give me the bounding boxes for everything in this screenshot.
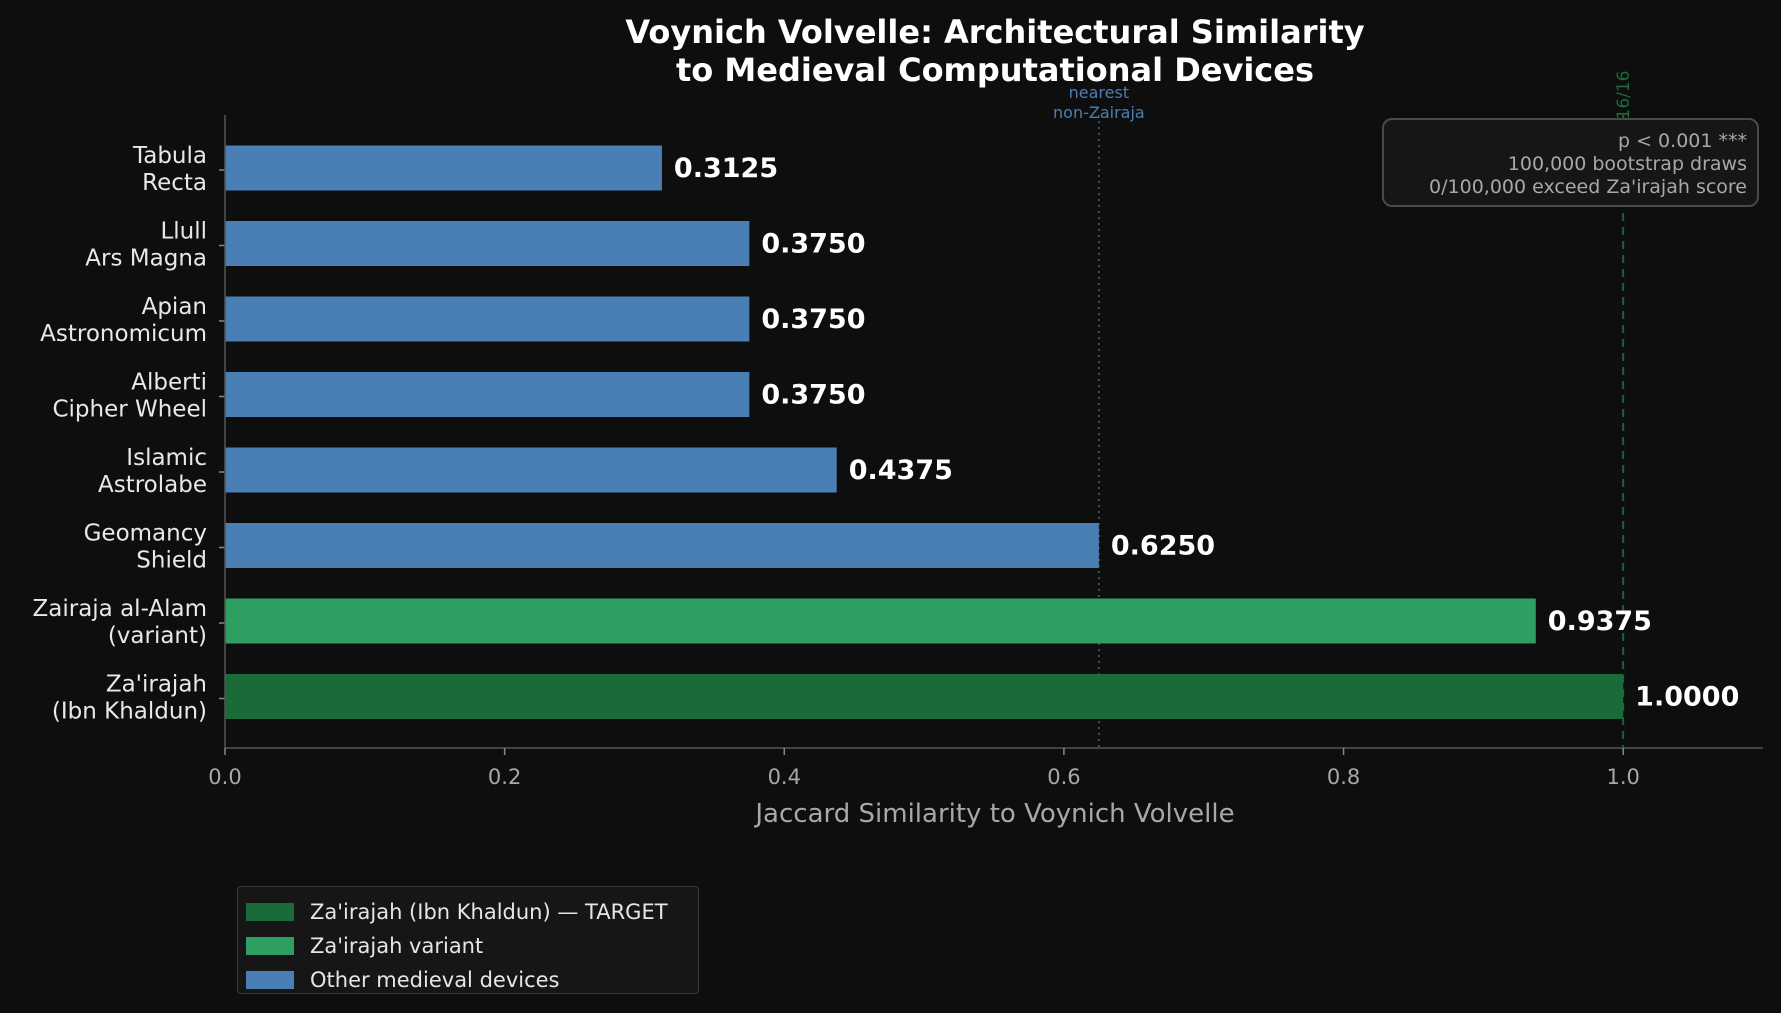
value-label-4: 0.4375 <box>849 455 953 486</box>
category-label-0: Tabula Recta <box>132 143 207 196</box>
x-tick-label-5: 1.0 <box>1606 765 1639 789</box>
value-label-1: 0.3750 <box>761 229 865 260</box>
bar-6 <box>225 598 1536 644</box>
annotation-line-2: 0/100,000 exceed Za'irajah score <box>1429 176 1747 198</box>
value-label-7: 1.0000 <box>1635 682 1739 713</box>
bar-1 <box>225 221 750 266</box>
legend-label-variant: Za'irajah variant <box>310 934 484 958</box>
legend-swatch-target <box>246 903 294 921</box>
x-axis-label: Jaccard Similarity to Voynich Volvelle <box>753 799 1234 829</box>
annotation-line-1: 100,000 bootstrap draws <box>1508 153 1747 175</box>
legend-swatch-other <box>246 971 294 989</box>
annotation-box <box>1382 118 1759 207</box>
category-label-5: Geomancy Shield <box>84 521 207 574</box>
legend-item-target: Za'irajah (Ibn Khaldun) — TARGET <box>246 895 690 929</box>
bar-3 <box>225 372 750 417</box>
value-label-5: 0.6250 <box>1111 531 1215 562</box>
reference-label-max: 16/16 <box>1614 71 1634 120</box>
bar-5 <box>225 523 1099 568</box>
bar-7 <box>225 674 1624 719</box>
legend-label-target: Za'irajah (Ibn Khaldun) — TARGET <box>310 900 668 924</box>
value-label-0: 0.3125 <box>674 153 778 184</box>
x-tick-label-4: 0.8 <box>1327 765 1360 789</box>
annotation-line-0: p < 0.001 *** <box>1618 130 1747 152</box>
legend-swatch-variant <box>246 937 294 955</box>
category-label-7: Za'irajah (Ibn Khaldun) <box>52 672 207 725</box>
category-label-4: Islamic Astrolabe <box>98 445 207 498</box>
x-tick-label-0: 0.0 <box>208 765 241 789</box>
chart-title: Voynich Volvelle: Architectural Similari… <box>625 13 1364 89</box>
legend: Za'irajah (Ibn Khaldun) — TARGET Za'iraj… <box>237 886 699 994</box>
bar-0 <box>225 145 662 191</box>
legend-item-other: Other medieval devices <box>246 963 690 997</box>
category-label-3: Alberti Cipher Wheel <box>52 370 207 423</box>
bar-4 <box>225 447 837 493</box>
x-tick-label-1: 0.2 <box>488 765 521 789</box>
value-label-2: 0.3750 <box>761 304 865 335</box>
reference-label-nearest: nearest non-Zairaja <box>1053 83 1145 122</box>
bar-2 <box>225 296 750 342</box>
legend-label-other: Other medieval devices <box>310 968 560 992</box>
category-label-6: Zairaja al-Alam (variant) <box>33 596 208 649</box>
x-tick-label-3: 0.6 <box>1047 765 1080 789</box>
legend-item-variant: Za'irajah variant <box>246 929 690 963</box>
x-tick-label-2: 0.4 <box>768 765 801 789</box>
category-label-2: Apian Astronomicum <box>40 294 207 347</box>
value-label-6: 0.9375 <box>1548 606 1652 637</box>
category-label-1: Llull Ars Magna <box>85 219 207 272</box>
value-label-3: 0.3750 <box>761 380 865 411</box>
